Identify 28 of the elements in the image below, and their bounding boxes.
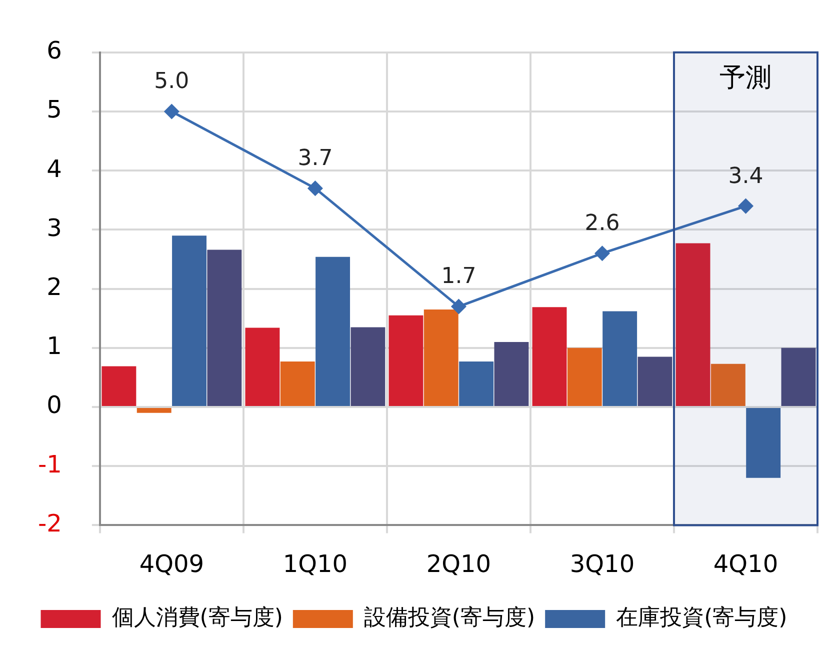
y-tick-label: -2: [38, 509, 62, 538]
x-tick-label: 3Q10: [570, 550, 635, 578]
y-tick-label: 6: [46, 36, 62, 65]
data-label: 3.7: [298, 146, 333, 172]
legend-label: 設備投資(寄与度): [364, 606, 536, 631]
legend-label: 個人消費(寄与度): [112, 606, 283, 631]
data-label: 5.0: [154, 69, 190, 94]
y-tick-label: 0: [46, 391, 62, 420]
x-tick-label: 1Q10: [282, 550, 348, 578]
band-label: 予測: [720, 63, 772, 94]
legend-label: 在庫投資(寄与度): [616, 606, 788, 631]
y-tick-label: 5: [46, 96, 62, 124]
y-tick-label: 2: [46, 273, 62, 302]
point: [738, 198, 753, 214]
point: [308, 181, 322, 196]
x-tick-label: 4Q10: [713, 550, 778, 578]
point: [451, 299, 466, 314]
point: [594, 246, 610, 261]
y-tick-label: 4: [46, 154, 62, 183]
y-tick-label: -1: [38, 450, 62, 478]
data-label: 2.6: [584, 211, 620, 236]
x-tick-label: 2Q10: [426, 550, 492, 578]
point: [164, 104, 179, 119]
y-tick-label: 3: [46, 214, 62, 242]
data-label: 3.4: [728, 164, 764, 189]
x-tick-label: 4Q09: [139, 550, 204, 578]
data-label: 1.7: [441, 264, 476, 290]
y-tick-label: 1: [46, 332, 62, 360]
